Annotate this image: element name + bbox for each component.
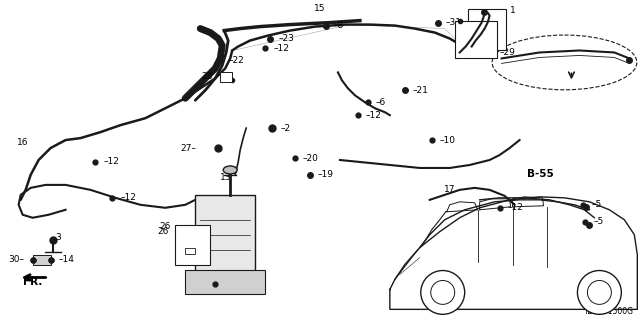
Ellipse shape bbox=[492, 35, 637, 90]
Ellipse shape bbox=[223, 166, 237, 174]
Text: 15: 15 bbox=[314, 4, 326, 13]
Bar bbox=[186, 269, 265, 294]
Text: 26: 26 bbox=[159, 222, 170, 231]
Text: –6: –6 bbox=[376, 98, 386, 107]
Text: –12: –12 bbox=[508, 203, 524, 212]
Text: –12: –12 bbox=[366, 111, 382, 120]
Text: –23: –23 bbox=[278, 34, 294, 43]
Text: 16: 16 bbox=[17, 138, 28, 147]
Bar bbox=[454, 20, 497, 59]
Text: –14: –14 bbox=[59, 255, 74, 264]
Text: 11: 11 bbox=[183, 245, 195, 254]
Text: –12: –12 bbox=[273, 44, 289, 53]
Text: 27–: 27– bbox=[180, 144, 196, 153]
Text: 1: 1 bbox=[509, 6, 515, 15]
Bar bbox=[175, 225, 210, 265]
Text: –24: –24 bbox=[223, 280, 239, 289]
Text: 13: 13 bbox=[220, 173, 231, 182]
Text: –12: –12 bbox=[104, 157, 119, 166]
Text: FR.: FR. bbox=[22, 277, 42, 287]
Bar bbox=[33, 255, 51, 265]
Text: –21: –21 bbox=[413, 86, 429, 95]
Text: 3: 3 bbox=[56, 233, 61, 242]
Text: –19: –19 bbox=[318, 171, 334, 180]
Bar bbox=[195, 195, 255, 284]
Text: 26: 26 bbox=[157, 227, 168, 236]
Text: 30–: 30– bbox=[9, 255, 25, 264]
Text: –2: –2 bbox=[280, 124, 290, 132]
Text: 28: 28 bbox=[201, 72, 212, 81]
Bar bbox=[468, 9, 506, 51]
Circle shape bbox=[577, 270, 621, 314]
Text: –12: –12 bbox=[120, 193, 136, 202]
Text: TZ54B1500G: TZ54B1500G bbox=[584, 307, 634, 316]
Text: –8: –8 bbox=[334, 21, 344, 30]
Text: –5: –5 bbox=[591, 200, 602, 209]
Text: –20: –20 bbox=[303, 154, 319, 163]
Bar bbox=[186, 248, 195, 253]
Text: –10: –10 bbox=[440, 136, 456, 145]
Text: –31: –31 bbox=[445, 18, 461, 27]
Circle shape bbox=[431, 280, 454, 304]
Text: B-55: B-55 bbox=[527, 169, 554, 179]
Text: –22: –22 bbox=[228, 56, 244, 65]
Text: –5: –5 bbox=[593, 217, 604, 226]
Circle shape bbox=[420, 270, 465, 314]
Bar bbox=[220, 72, 232, 82]
Circle shape bbox=[588, 280, 611, 304]
Text: –29: –29 bbox=[500, 48, 515, 57]
Text: 4: 4 bbox=[183, 228, 189, 237]
Text: 17: 17 bbox=[444, 185, 456, 194]
